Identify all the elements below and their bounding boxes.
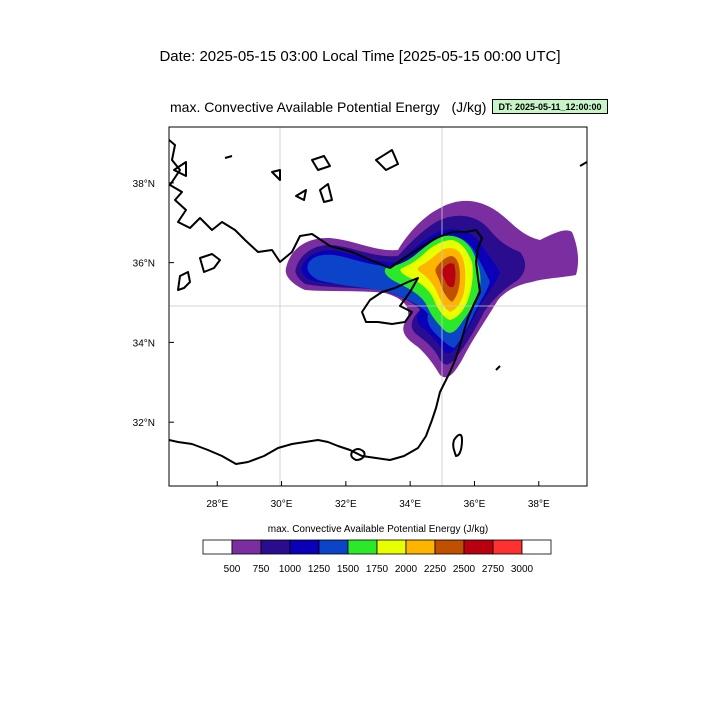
plot-title-text: max. Convective Available Potential Ener… <box>170 99 440 115</box>
colorbar-level-label: 2750 <box>482 564 505 575</box>
y-tick-label: 34°N <box>133 338 155 349</box>
local-time: 2025-05-15 03:00 Local Time <box>199 48 395 65</box>
colorbar-level-label: 1750 <box>366 564 389 575</box>
x-tick-label: 28°E <box>206 499 228 510</box>
coastline-cyprus <box>361 277 419 325</box>
y-tick-label: 38°N <box>133 179 155 190</box>
colorbar-swatch <box>318 539 349 555</box>
coastline-island-11 <box>495 365 501 371</box>
coastline-island-4 <box>311 155 331 171</box>
coastline-island-2 <box>199 253 221 273</box>
date-header: Date: 2025-05-15 03:00 Local Time [2025-… <box>0 48 720 65</box>
coastline-island-10 <box>224 155 233 159</box>
colorbar-level-label: 500 <box>224 564 241 575</box>
x-axis: 28°E 30°E 32°E 34°E 36°E 38°E <box>206 481 550 510</box>
colorbar-swatch <box>376 539 407 555</box>
coastline-island-5 <box>375 149 399 171</box>
utc-time: [2025-05-15 00:00 UTC] <box>398 48 561 65</box>
colorbar-level-label: 750 <box>253 564 270 575</box>
colorbar: 500 750 1000 1250 1500 1750 2000 2250 2500 2750 30… <box>202 539 552 575</box>
map-plot-area <box>169 127 587 486</box>
colorbar-swatch <box>347 539 378 555</box>
colorbar-swatch <box>405 539 436 555</box>
coastline-island-sinai <box>452 433 463 457</box>
graticule <box>169 127 587 486</box>
colorbar-swatch <box>492 539 523 555</box>
colorbar-level-label: 2000 <box>395 564 418 575</box>
x-tick-label: 32°E <box>335 499 357 510</box>
colorbar-level-label: 2500 <box>453 564 476 575</box>
colorbar-swatch <box>521 539 552 555</box>
colorbar-swatch <box>463 539 494 555</box>
coastline-crete <box>350 448 366 461</box>
coastline-island-9 <box>579 161 587 167</box>
date-prefix: Date: <box>159 48 196 65</box>
y-tick-label: 32°N <box>133 418 155 429</box>
coastline-island-3 <box>173 161 187 177</box>
plot-title: max. Convective Available Potential Ener… <box>170 99 486 115</box>
coastline-island-8 <box>319 183 333 203</box>
dt-badge: DT: 2025-05-11_12:00:00 <box>492 99 608 114</box>
colorbar-swatch <box>202 539 233 555</box>
y-tick-label: 36°N <box>133 259 155 270</box>
colorbar-level-label: 1250 <box>308 564 331 575</box>
coastlines <box>169 139 587 465</box>
colorbar-level-label: 1500 <box>337 564 360 575</box>
plot-frame <box>168 126 588 487</box>
x-tick-label: 36°E <box>464 499 486 510</box>
coastline-island-6 <box>271 169 281 181</box>
colorbar-title: max. Convective Available Potential Ener… <box>267 524 489 535</box>
colorbar-level-label: 3000 <box>511 564 534 575</box>
colorbar-swatch <box>260 539 291 555</box>
coastline-island-7 <box>295 189 307 201</box>
coastline-island-1 <box>177 271 191 291</box>
colorbar-swatch <box>231 539 262 555</box>
x-tick-label: 34°E <box>399 499 421 510</box>
colorbar-level-label: 2250 <box>424 564 447 575</box>
colorbar-swatch <box>434 539 465 555</box>
y-axis: 32°N 34°N 36°N 38°N <box>133 179 174 429</box>
coastline-levant <box>169 247 481 465</box>
cape-field <box>285 200 579 378</box>
cape-2500-contour <box>441 263 456 288</box>
plot-units: (J/kg) <box>451 99 487 115</box>
colorbar-level-label: 1000 <box>279 564 302 575</box>
coastline-turkey <box>169 139 483 269</box>
x-tick-label: 38°E <box>528 499 550 510</box>
x-tick-label: 30°E <box>271 499 293 510</box>
colorbar-swatch <box>289 539 320 555</box>
